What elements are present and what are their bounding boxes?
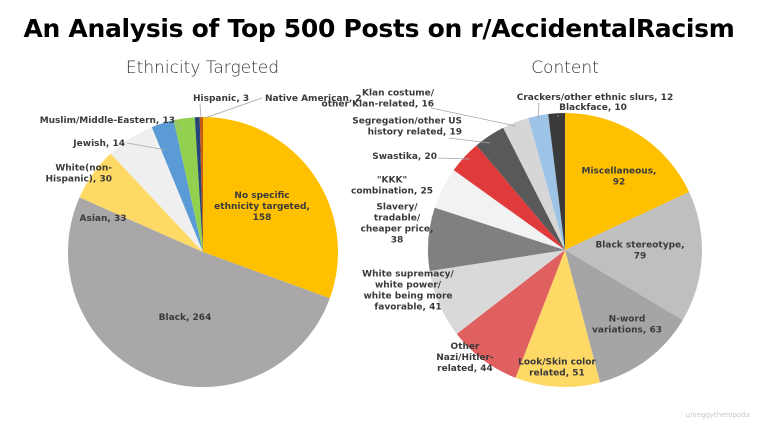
- data-label: Asian, 33: [80, 214, 127, 224]
- pie-slice-jewish: [151, 120, 203, 252]
- pie-slice-white-supremacy-white-power-white-being-more-favorable: [429, 250, 565, 334]
- main-title: An Analysis of Top 500 Posts on r/Accide…: [23, 14, 735, 43]
- leader-line: [174, 119, 182, 131]
- pie-slice-slavery-tradable-cheaper-price: [428, 207, 565, 272]
- leader-line: [126, 142, 167, 151]
- pie-slice-kkk-combination: [434, 170, 565, 250]
- pie-slice-hispanic: [194, 117, 203, 252]
- leader-line: [199, 103, 202, 119]
- chart-title-ethnicity: Ethnicity Targeted: [125, 58, 280, 78]
- data-label: Hispanic, 3: [193, 94, 249, 104]
- pie-slice-crackers-other-ethnic-slurs: [528, 114, 565, 250]
- chart-title-content: Content: [531, 58, 599, 78]
- leader-line: [537, 102, 540, 119]
- pie-slice-white-non-hispanic: [110, 127, 203, 252]
- pie-slice-n-word-variations: [565, 250, 683, 383]
- data-label: Other Nazi/Hitler-related, 44: [436, 342, 494, 374]
- data-label: Segregation/other US history related, 19: [352, 117, 462, 138]
- pie-slice-no-specific-ethnicity-targeted: [203, 117, 338, 299]
- data-label: Klan costume/other Klan-related, 16: [322, 89, 435, 110]
- pie-slice-native-american: [199, 117, 203, 252]
- data-label: Blackface, 10: [559, 103, 627, 113]
- data-label: Muslim/Middle-Eastern, 13: [40, 116, 175, 126]
- pie-slice-swastika: [453, 145, 565, 250]
- data-label: Native American, 2: [265, 94, 362, 104]
- data-label: N-word variations, 63: [592, 315, 662, 336]
- pie-slice-segregation-other-us-history-related: [476, 127, 565, 250]
- pie-slice-black-stereotype: [565, 191, 702, 320]
- leader-line: [430, 107, 517, 127]
- data-label: Black stereotype, 79: [595, 241, 684, 262]
- pie-slice-asian: [79, 153, 203, 252]
- data-label: White supremacy/white power/white being …: [362, 270, 454, 313]
- pie-slice-look-skin-color-related: [515, 250, 601, 388]
- pie-slice-black: [67, 197, 330, 388]
- data-label: Miscellaneous, 92: [582, 167, 657, 188]
- pie-slice-muslim-middle-eastern: [173, 117, 203, 252]
- data-label: Slavery/tradable/cheaper price, 38: [361, 203, 434, 246]
- author-credit: u/veggytheropoda: [685, 411, 750, 419]
- data-label: Crackers/other ethnic slurs, 12: [517, 93, 673, 103]
- pie-slice-klan-costume-other-klan-related: [503, 118, 565, 250]
- leader-line: [437, 157, 471, 160]
- data-label: White(non-Hispanic), 30: [45, 164, 112, 185]
- pie-content: Miscellaneous, 92 Black stereotype, 79 N-wor…: [322, 89, 702, 388]
- pie-slice-other-nazi-hitler-related: [456, 250, 565, 378]
- leader-line: [204, 97, 263, 119]
- data-label: Black, 264: [159, 313, 212, 323]
- data-label: Swastika, 20: [372, 152, 437, 162]
- pie-slice-blackface: [548, 113, 565, 250]
- data-label: "KKK" combination, 25: [351, 176, 433, 197]
- data-label: Jewish, 14: [72, 139, 125, 149]
- data-label: No specific ethnicity targeted, 158: [214, 191, 310, 223]
- data-label: Look/Skin color related, 51: [518, 358, 596, 379]
- leader-line: [448, 137, 491, 144]
- pie-slice-miscellaneous: [565, 113, 690, 250]
- pie-ethnicity: No specific ethnicity targeted, 158 Black, …: [40, 94, 362, 388]
